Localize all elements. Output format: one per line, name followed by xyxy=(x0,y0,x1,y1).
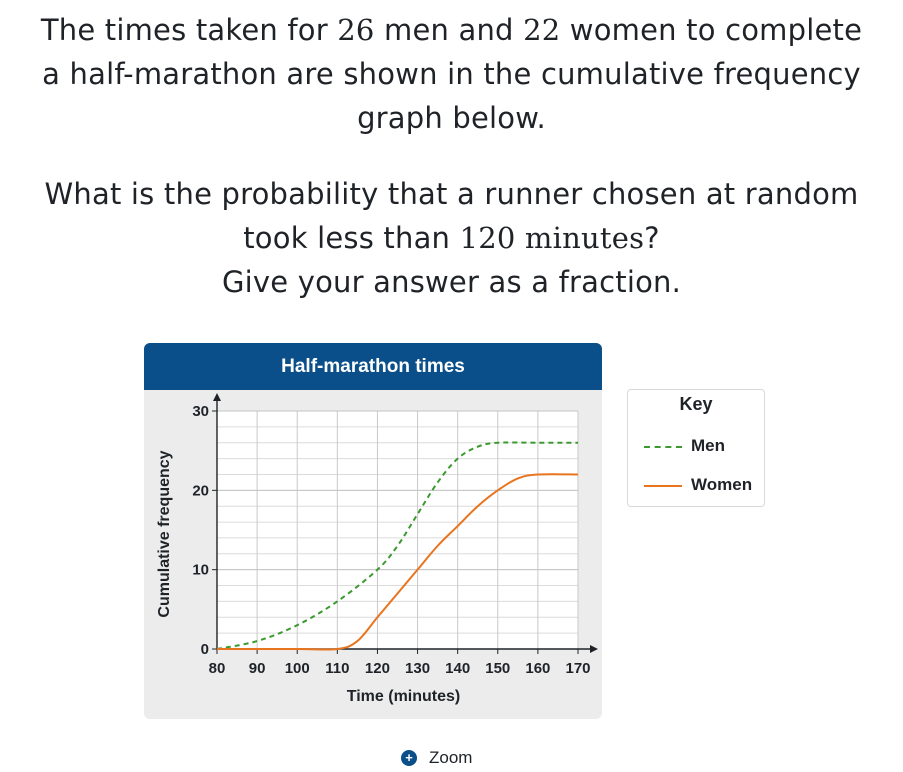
chart-title: Half-marathon times xyxy=(144,343,602,390)
key-label-women: Women xyxy=(691,475,753,494)
key-row-women: Women xyxy=(644,475,764,495)
plus-circle-icon: + xyxy=(401,750,417,766)
key-title: Key xyxy=(679,394,713,414)
x-tick-label: 80 xyxy=(209,660,226,677)
x-tick-label: 100 xyxy=(285,660,310,677)
y-tick-label: 10 xyxy=(192,562,209,579)
question-line-3: graph below. xyxy=(357,101,546,135)
question-line-6: Give your answer as a fraction. xyxy=(221,265,682,299)
x-axis-arrow-icon xyxy=(590,645,598,653)
threshold-value: 120 minutes xyxy=(459,221,645,255)
x-axis-title: Time (minutes) xyxy=(347,688,461,705)
women-count: 22 xyxy=(523,13,561,47)
series-line-women xyxy=(217,473,579,651)
chart-key: Key Men Women xyxy=(627,389,765,507)
plot-background xyxy=(217,411,578,649)
x-tick-label: 150 xyxy=(485,660,510,677)
zoom-label: Zoom xyxy=(429,748,473,767)
x-tick-label: 110 xyxy=(325,660,349,677)
series-line-men xyxy=(216,441,578,650)
y-tick-label: 20 xyxy=(192,482,209,499)
x-tick-label: 140 xyxy=(445,660,470,677)
key-row-men: Men xyxy=(644,436,764,456)
x-tick-label: 90 xyxy=(249,660,266,677)
x-tick-label: 130 xyxy=(405,660,430,677)
question-line-1: The times taken for 26 men and 22 women … xyxy=(40,13,863,47)
question-line-4: What is the probability that a runner ch… xyxy=(44,177,859,211)
chart-plot: 80 90 100 110 120 130 140 150 160 170 0 10 20 30 Time … xyxy=(156,393,598,705)
women-solid-line-swatch xyxy=(644,485,682,487)
x-tick-label: 120 xyxy=(365,660,390,677)
men-count: 26 xyxy=(337,13,375,47)
men-dashed-line-swatch xyxy=(644,446,682,448)
x-tick-label: 170 xyxy=(565,660,590,677)
question-line-5: took less than 120 minutes? xyxy=(243,221,660,255)
y-axis-title: Cumulative frequency xyxy=(156,450,173,617)
zoom-button[interactable]: + Zoom xyxy=(401,748,472,772)
question-line-2: a half-marathon are shown in the cumulat… xyxy=(42,57,861,91)
y-tick-label: 30 xyxy=(192,403,209,420)
y-tick-label: 0 xyxy=(201,641,209,658)
key-label-men: Men xyxy=(691,436,725,455)
x-tick-label: 160 xyxy=(525,660,550,677)
chart-card: Half-marathon times 80 90 100 110 120 130 140 1… xyxy=(144,343,602,719)
y-axis-arrow-icon xyxy=(213,393,221,401)
